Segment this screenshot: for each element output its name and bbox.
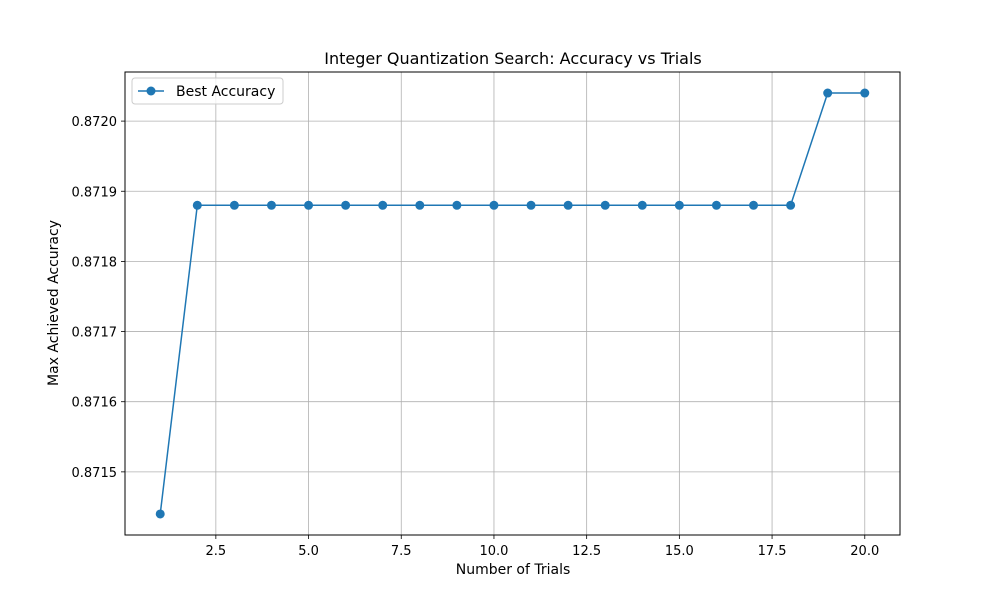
data-point (600, 200, 610, 210)
legend-box (131, 77, 284, 105)
data-point (637, 200, 647, 210)
data-point (266, 200, 276, 210)
y-tick-label: 0.8718 (72, 255, 118, 270)
legend-label: Best Accuracy (176, 84, 275, 100)
x-tick-label: 5.0 (298, 544, 319, 559)
data-point (378, 200, 388, 210)
plot-area (124, 71, 901, 536)
data-point (860, 88, 870, 98)
data-point (489, 200, 499, 210)
data-point (823, 88, 833, 98)
x-axis-label: Number of Trials (456, 562, 571, 578)
y-tick-label: 0.8719 (72, 185, 118, 200)
y-tick-label: 0.8715 (72, 466, 118, 481)
series-line (159, 92, 865, 515)
data-point (304, 200, 314, 210)
y-tick-label: 0.8716 (72, 396, 118, 411)
y-tick-label: 0.8717 (72, 326, 118, 341)
data-point (749, 200, 759, 210)
grid (125, 72, 900, 535)
data-point (674, 200, 684, 210)
legend: Best Accuracy (131, 77, 284, 105)
data-point (415, 200, 425, 210)
axis-ticks: 2.5 5.0 7.5 10.0 12.5 15.0 17.5 20.0 0.8715 0.871… (72, 115, 880, 559)
data-point (229, 200, 239, 210)
x-tick-label: 7.5 (391, 544, 412, 559)
y-axis-label: Max Achieved Accuracy (46, 220, 62, 386)
series-layer (155, 88, 870, 519)
x-tick-label: 2.5 (206, 544, 227, 559)
x-tick-label: 10.0 (479, 544, 508, 559)
data-point (341, 200, 351, 210)
x-tick-label: 17.5 (758, 544, 787, 559)
data-point (563, 200, 573, 210)
data-point (155, 509, 165, 519)
data-point (711, 200, 721, 210)
x-tick-label: 15.0 (665, 544, 694, 559)
data-point (452, 200, 462, 210)
data-point (526, 200, 536, 210)
data-point (786, 200, 796, 210)
chart-title: Integer Quantization Search: Accuracy vs… (324, 49, 701, 68)
y-tick-label: 0.8720 (72, 115, 118, 130)
x-tick-label: 12.5 (572, 544, 601, 559)
data-point (192, 200, 202, 210)
x-tick-label: 20.0 (850, 544, 879, 559)
legend-marker-swatch (146, 86, 156, 96)
